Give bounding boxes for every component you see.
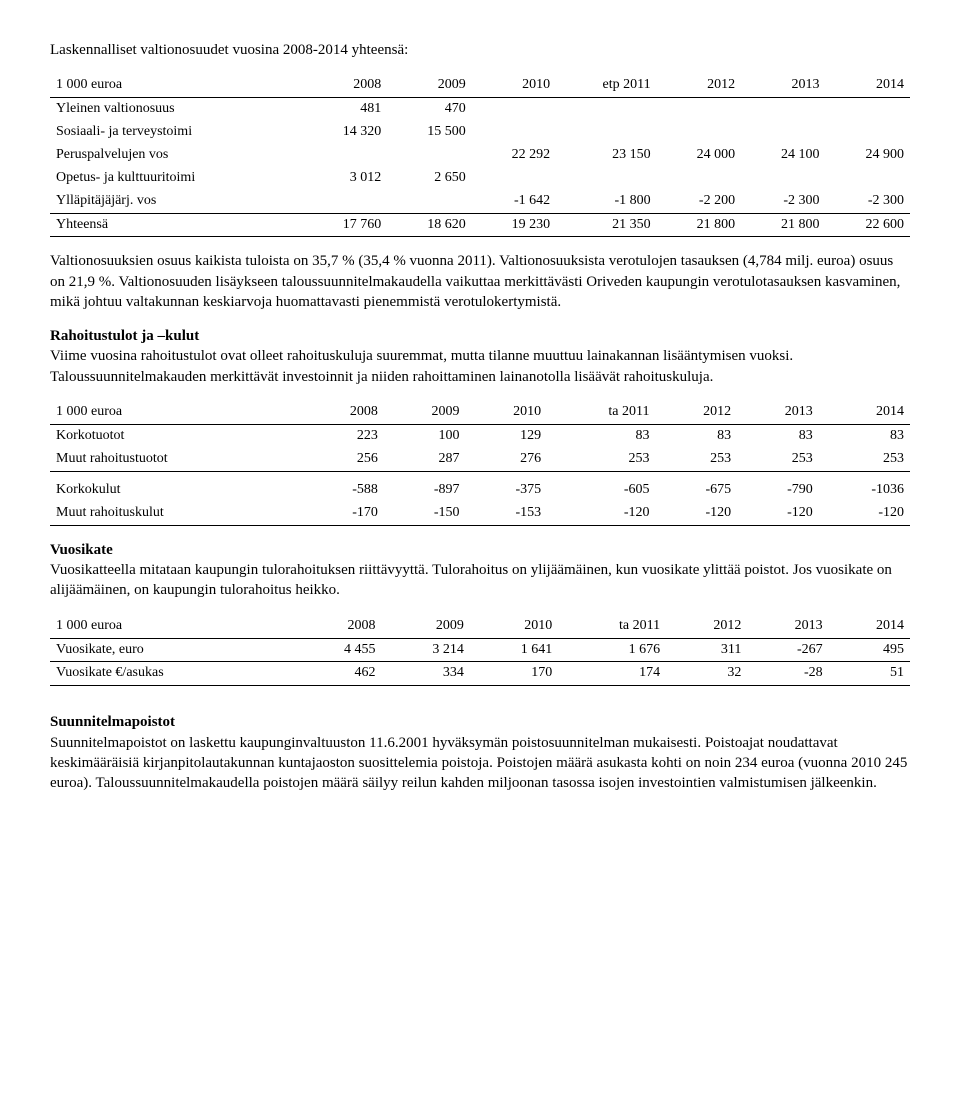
t1-h5: 2012 xyxy=(657,74,741,97)
t1-h4: etp 2011 xyxy=(556,74,656,97)
t2-h6: 2013 xyxy=(737,401,819,424)
paragraph-suunnitelmapoistot: Suunnitelmapoistot on laskettu kaupungin… xyxy=(50,735,907,792)
t1-h2: 2009 xyxy=(387,74,471,97)
t1-h3: 2010 xyxy=(472,74,556,97)
heading-suunnitelmapoistot-label: Suunnitelmapoistot xyxy=(50,714,175,730)
t2-h5: 2012 xyxy=(656,401,738,424)
t2-h3: 2010 xyxy=(466,401,548,424)
heading-rahoitustulot-label: Rahoitustulot ja –kulut xyxy=(50,328,199,344)
t2-h1: 2008 xyxy=(302,401,384,424)
table-rahoitus: 1 000 euroa 2008 2009 2010 ta 2011 2012 … xyxy=(50,401,910,526)
t3-h3: 2010 xyxy=(470,615,558,638)
t2-h7: 2014 xyxy=(819,401,910,424)
table-row: Muut rahoitustuotot256287276253253253253 xyxy=(50,448,910,471)
table-row: Ylläpitäjäjärj. vos-1 642-1 800-2 200-2 … xyxy=(50,190,910,213)
t1-h1: 2008 xyxy=(303,74,387,97)
paragraph-valtionosuudet: Valtionosuuksien osuus kaikista tuloista… xyxy=(50,251,910,312)
table-row: Muut rahoituskulut-170-150-153-120-120-1… xyxy=(50,502,910,525)
t3-h4: ta 2011 xyxy=(558,615,666,638)
t2-h0: 1 000 euroa xyxy=(50,401,302,424)
heading-suunnitelmapoistot: Suunnitelmapoistot Suunnitelmapoistot on… xyxy=(50,712,910,793)
table-row: Vuosikate, euro4 4553 2141 6411 676311-2… xyxy=(50,638,910,662)
header-line: Laskennalliset valtionosuudet vuosina 20… xyxy=(50,40,910,60)
table-vuosikate: 1 000 euroa 2008 2009 2010 ta 2011 2012 … xyxy=(50,615,910,687)
t2-h2: 2009 xyxy=(384,401,466,424)
t3-h0: 1 000 euroa xyxy=(50,615,293,638)
t3-h6: 2013 xyxy=(747,615,828,638)
paragraph-rahoitustulot: Viime vuosina rahoitustulot ovat olleet … xyxy=(50,348,793,384)
table-total: Yhteensä17 76018 62019 23021 35021 80021… xyxy=(50,213,910,237)
table-valtionosuudet: 1 000 euroa 2008 2009 2010 etp 2011 2012… xyxy=(50,74,910,237)
table-row: Sosiaali- ja terveystoimi14 32015 500 xyxy=(50,121,910,144)
table-row: Yleinen valtionosuus481470 xyxy=(50,98,910,121)
t1-h6: 2013 xyxy=(741,74,825,97)
heading-vuosikate-label: Vuosikate xyxy=(50,542,113,558)
heading-vuosikate: Vuosikate Vuosikatteella mitataan kaupun… xyxy=(50,540,910,601)
table-row: Peruspalvelujen vos22 29223 15024 00024 … xyxy=(50,144,910,167)
t3-h7: 2014 xyxy=(829,615,910,638)
t1-h7: 2014 xyxy=(826,74,910,97)
heading-rahoitustulot: Rahoitustulot ja –kulut Viime vuosina ra… xyxy=(50,326,910,387)
t2-h4: ta 2011 xyxy=(547,401,655,424)
t1-h0: 1 000 euroa xyxy=(50,74,303,97)
t3-h5: 2012 xyxy=(666,615,747,638)
paragraph-vuosikate: Vuosikatteella mitataan kaupungin tulora… xyxy=(50,562,892,598)
table-row: Korkokulut-588-897-375-605-675-790-1036 xyxy=(50,479,910,502)
table-row: Opetus- ja kulttuuritoimi3 0122 650 xyxy=(50,167,910,190)
table-row: Vuosikate €/asukas46233417017432-2851 xyxy=(50,662,910,686)
t3-h2: 2009 xyxy=(381,615,469,638)
table-row: Korkotuotot22310012983838383 xyxy=(50,424,910,447)
t3-h1: 2008 xyxy=(293,615,381,638)
